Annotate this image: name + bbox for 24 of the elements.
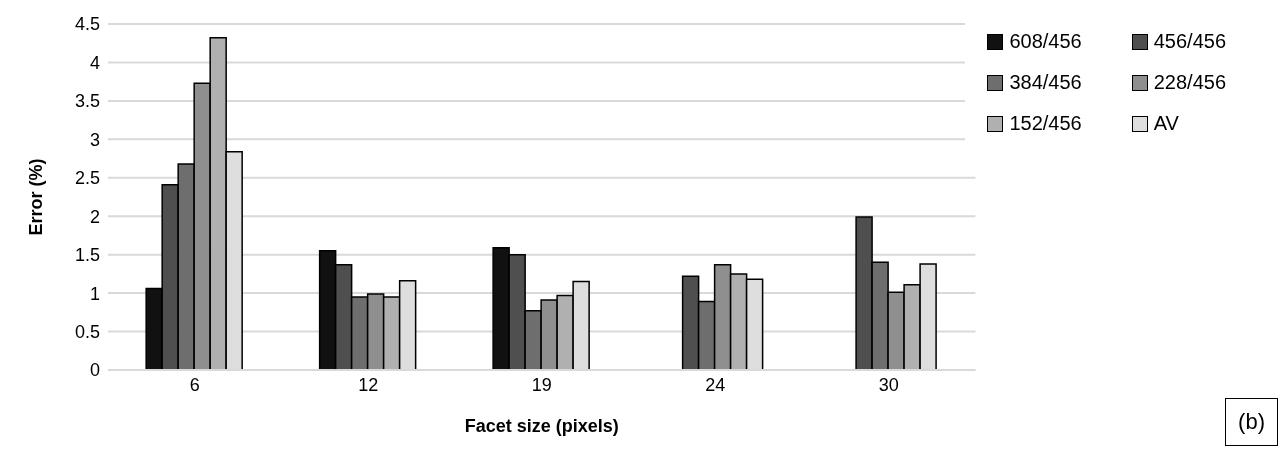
legend-label: 608/456 — [1009, 30, 1082, 53]
legend-label: 384/456 — [1009, 71, 1082, 94]
x-tick-label: 6 — [189, 374, 200, 395]
y-tick-label: 3.5 — [74, 91, 100, 112]
legend-label: 152/456 — [1009, 112, 1082, 135]
y-tick-label: 1 — [89, 283, 100, 304]
y-tick-label: 2.5 — [74, 168, 100, 189]
text: (b) — [1225, 398, 1278, 446]
legend-label: AV — [1153, 112, 1179, 135]
y-axis-title: Error (%) — [26, 158, 47, 236]
x-tick-label: 19 — [531, 374, 552, 395]
x-tick-label: 30 — [878, 374, 899, 395]
x-tick-label: 12 — [358, 374, 379, 395]
y-tick-label: 0 — [89, 360, 100, 381]
x-axis-title: Facet size (pixels) — [464, 416, 619, 436]
y-tick-label: 1.5 — [74, 245, 100, 266]
y-tick-label: 0.5 — [74, 321, 100, 342]
y-tick-label: 4.5 — [74, 14, 100, 35]
x-tick-label: 24 — [705, 374, 726, 395]
legend-label: 228/456 — [1153, 71, 1226, 94]
y-tick-label: 2 — [89, 206, 100, 227]
y-tick-label: 3 — [89, 129, 100, 150]
legend-label: 456/456 — [1153, 30, 1226, 53]
y-tick-label: 4 — [89, 52, 100, 73]
